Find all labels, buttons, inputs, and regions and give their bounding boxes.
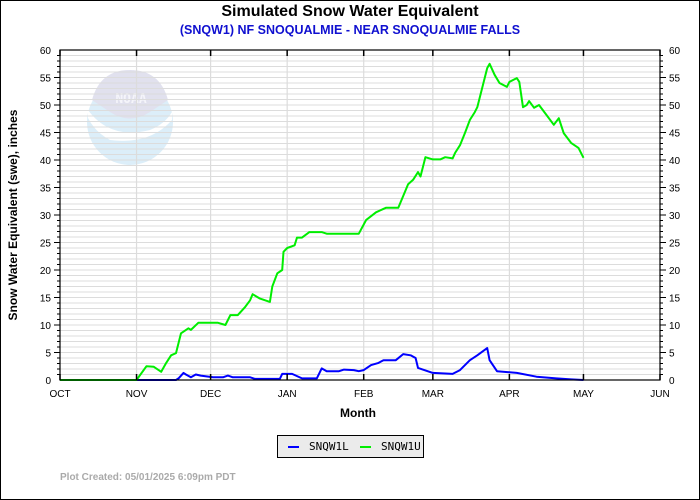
y-tick-label: 45 [40,129,52,140]
y-tick-label: 20 [40,266,52,277]
chart-subtitle: (SNQW1) NF SNOQUALMIE - NEAR SNOQUALMIE … [179,23,521,37]
y-tick-label-right: 40 [669,156,681,167]
x-tick-label: JUN [650,389,669,400]
legend-swatch-blue-icon [288,445,299,448]
noaa-logo: NOAA [87,70,173,165]
x-tick-label: MAR [422,389,444,400]
y-tick-label-right: 0 [669,376,675,387]
y-tick-label-right: 50 [669,101,681,112]
x-tick-label: MAY [573,389,594,400]
y-tick-label: 30 [40,211,52,222]
y-tick-label: 5 [45,349,51,360]
y-tick-label-right: 60 [669,46,681,57]
y-tick-label: 15 [40,294,52,305]
x-tick-label: JAN [278,389,297,400]
y-tick-label-right: 20 [669,266,681,277]
legend-item-snqw1u: SNQW1U [360,440,421,453]
y-axis-label: Snow Water Equivalent (swe), inches [6,109,20,320]
x-tick-label: DEC [200,389,221,400]
y-tick-label-right: 10 [669,321,681,332]
y-tick-label: 0 [45,376,51,387]
x-tick-label: OCT [49,389,70,400]
x-tick-label: NOV [126,389,148,400]
y-tick-label: 25 [40,239,52,250]
y-tick-label-right: 45 [669,129,681,140]
y-tick-label: 10 [40,321,52,332]
y-tick-label: 55 [40,74,52,85]
y-tick-label-right: 15 [669,294,681,305]
series-line-snqw1l [60,347,584,381]
x-axis-label: Month [340,406,376,420]
legend-label: SNQW1U [381,440,421,453]
y-tick-label: 50 [40,101,52,112]
y-tick-label-right: 30 [669,211,681,222]
legend-label: SNQW1L [309,440,349,453]
x-tick-label: APR [499,389,520,400]
y-tick-label: 40 [40,156,52,167]
y-tick-label: 60 [40,46,52,57]
legend: SNQW1L SNQW1U [277,435,424,458]
y-tick-label-right: 35 [669,184,681,195]
y-tick-label-right: 25 [669,239,681,250]
series-line-snqw1u [60,62,585,381]
legend-item-snqw1l: SNQW1L [288,440,349,453]
x-tick-label: FEB [354,389,374,400]
y-tick-label-right: 55 [669,74,681,85]
chart-title: Simulated Snow Water Equivalent [221,3,479,20]
y-tick-label-right: 5 [669,349,675,360]
y-tick-label: 35 [40,184,52,195]
plot-created-footer: Plot Created: 05/01/2025 6:09pm PDT [60,472,236,483]
legend-swatch-green-icon [360,445,371,448]
